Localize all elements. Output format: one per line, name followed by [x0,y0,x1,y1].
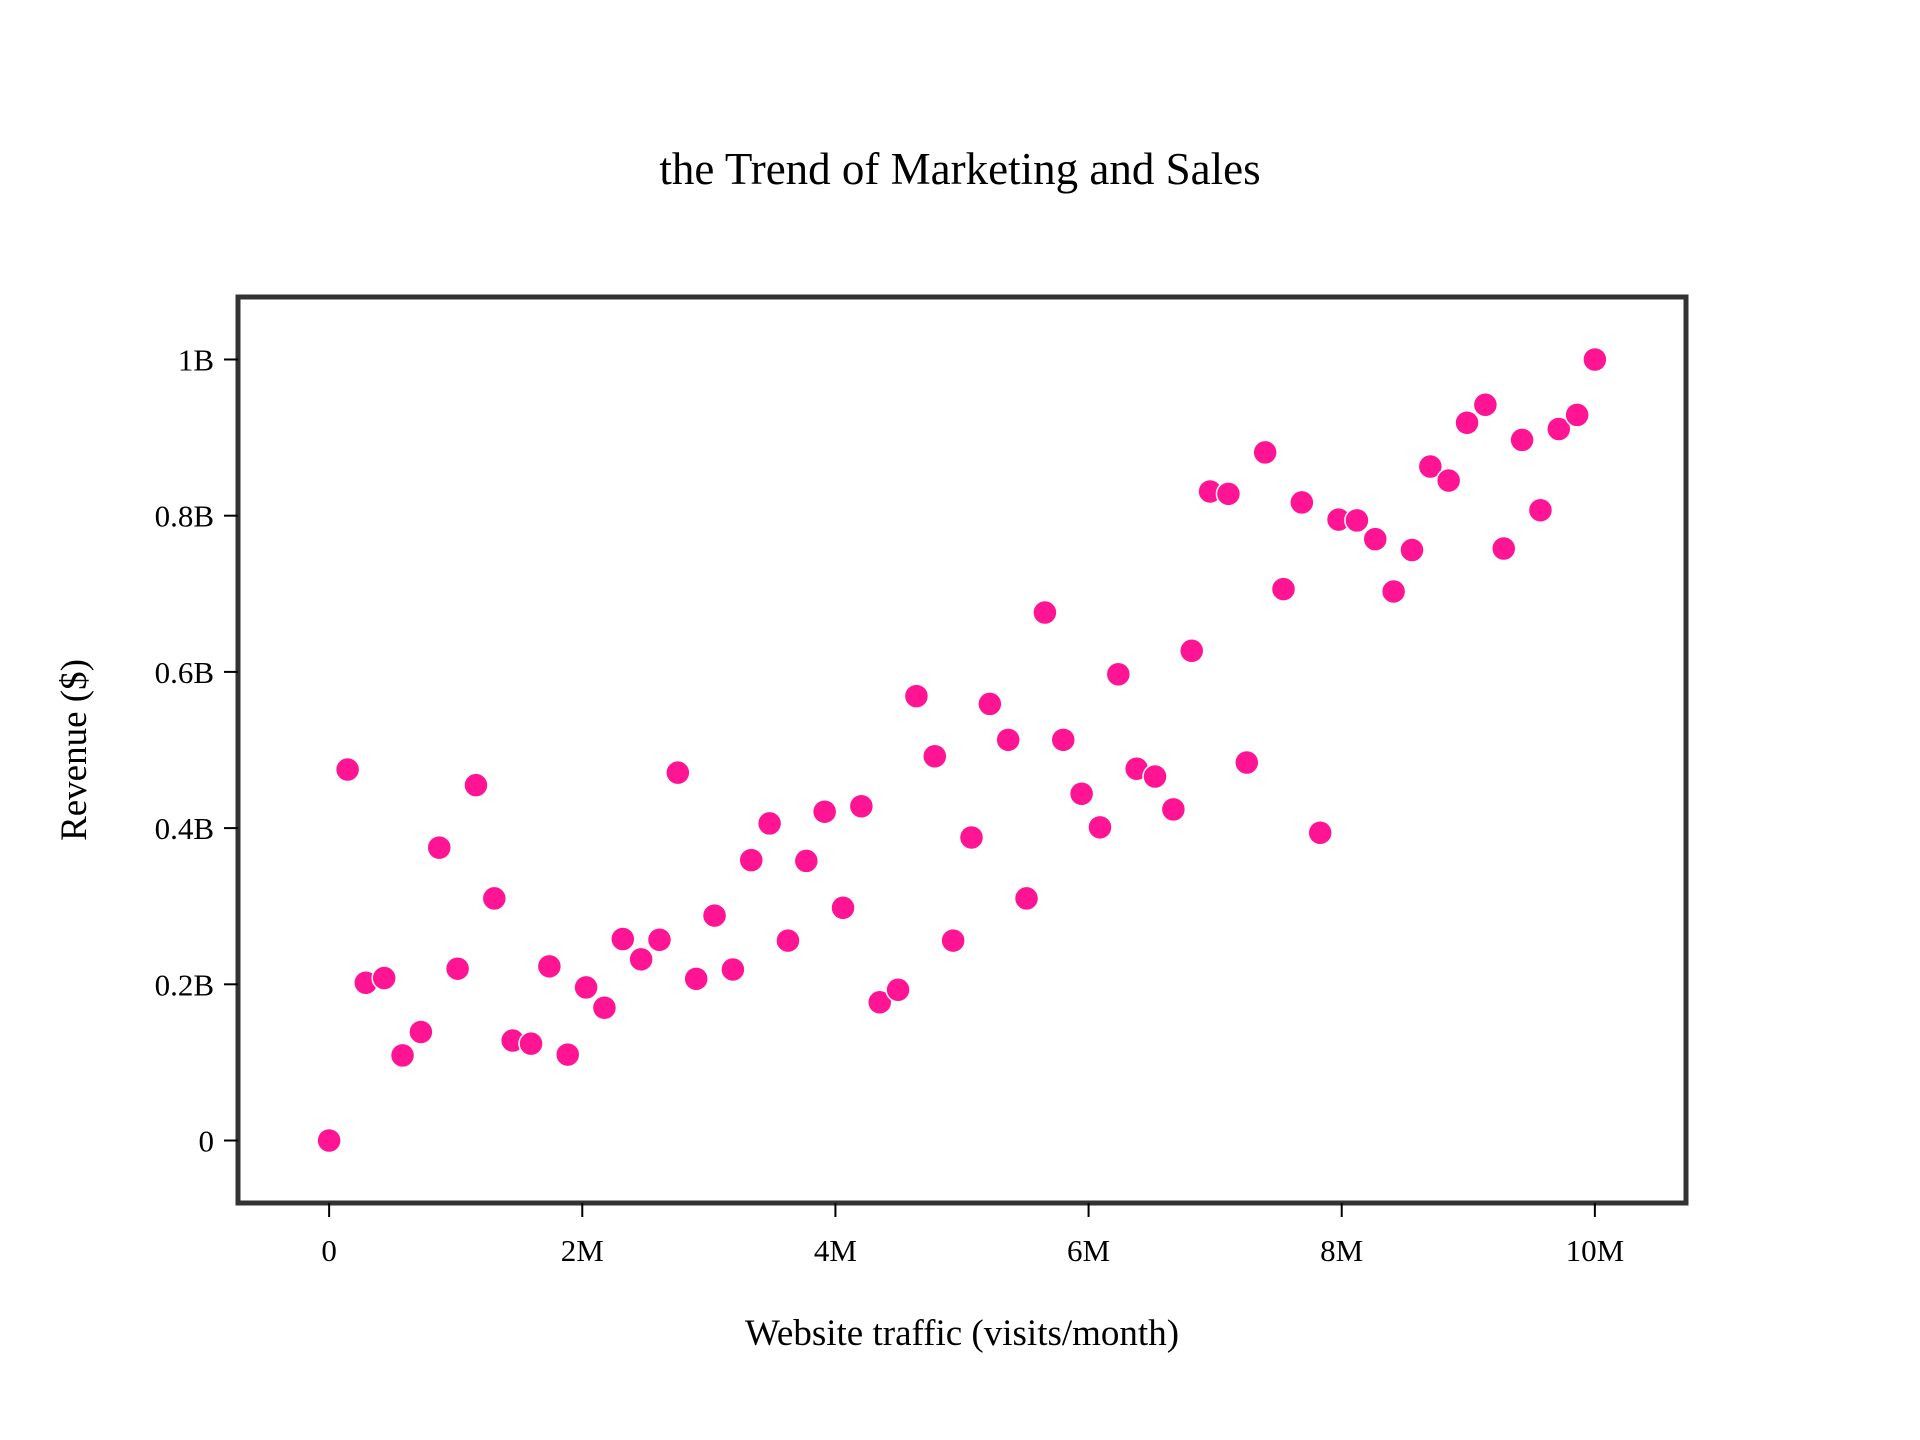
plot-area [235,294,1689,1206]
data-point [1344,507,1370,534]
chart-title: the Trend of Marketing and Sales [659,144,1260,194]
data-point [793,848,820,874]
data-point [1032,599,1058,626]
data-point [1380,578,1407,605]
data-point [866,989,893,1016]
data-point [1582,346,1608,373]
x-tick-label: 0 [321,1233,337,1268]
data-point [665,759,691,786]
data-point [408,1019,434,1045]
data-point [1013,885,1040,912]
data-point [903,683,930,709]
y-tick-label: 1B [178,342,214,377]
data-point [1068,780,1095,807]
data-point [811,798,838,825]
y-tick-label: 0.4B [155,811,214,846]
data-point [701,902,728,929]
data-point [1160,796,1187,823]
x-tick-label: 4M [814,1233,857,1268]
data-point [720,956,746,983]
x-tick-label: 8M [1320,1233,1363,1268]
plot-frame [235,294,1689,1206]
data-point [1215,481,1242,507]
data-point [389,1042,416,1069]
y-axis-label: Revenue ($) [54,659,95,841]
data-point [1509,427,1535,453]
data-point [683,966,709,992]
data-point [1142,763,1168,790]
data-point [958,824,985,851]
data-point [775,927,801,954]
y-tick-label: 0.8B [155,499,214,534]
data-point [1270,576,1297,602]
y-tick-label: 0.2B [155,967,214,1002]
x-tick-label: 10M [1566,1233,1625,1268]
data-point [848,793,875,819]
data-point [1435,467,1462,494]
data-point [610,926,636,952]
data-point [1178,638,1205,664]
data-point [1454,409,1480,436]
data-point [1546,416,1572,442]
data-point [444,955,471,982]
data-point [646,927,673,953]
data-point [885,977,911,1003]
data-point [1252,439,1278,466]
y-axis: 0 0.2B 0.4B 0.6B 0.8B 1B [155,342,238,1159]
data-point [830,895,856,921]
data-point [1527,497,1554,523]
data-point [1417,453,1444,480]
data-point [371,965,397,991]
data-point [738,847,765,873]
data-point [1362,526,1389,552]
data-point [1105,661,1132,687]
data-point [1472,392,1499,418]
data-point [1564,402,1590,428]
data-point [940,927,966,954]
data-point [922,743,948,769]
data-point [1399,537,1425,563]
data-point [573,974,599,1001]
x-tick-label: 2M [561,1233,604,1268]
data-point [1087,814,1113,841]
data-point [1050,727,1077,753]
data-point [481,885,508,912]
y-tick-label: 0.6B [155,655,214,690]
data-point [463,772,489,798]
x-axis: 0 2M 4M 6M 8M 10M [321,1203,1624,1268]
data-point [1490,535,1517,562]
data-point [977,691,1003,717]
data-point [536,953,563,980]
data-point [756,810,783,837]
data-point [1234,749,1260,776]
data-point [426,834,453,861]
data-point [995,727,1021,753]
x-axis-label: Website traffic (visits/month) [745,1313,1179,1354]
data-point [316,1127,342,1154]
data-point [334,756,361,783]
data-point [1289,489,1315,516]
x-tick-label: 6M [1067,1233,1110,1268]
data-points [316,346,1608,1154]
data-point [1307,820,1333,846]
data-point [591,994,618,1021]
data-point [518,1030,544,1057]
y-tick-label: 0 [199,1124,215,1159]
data-point [628,946,654,973]
data-point [554,1041,581,1068]
